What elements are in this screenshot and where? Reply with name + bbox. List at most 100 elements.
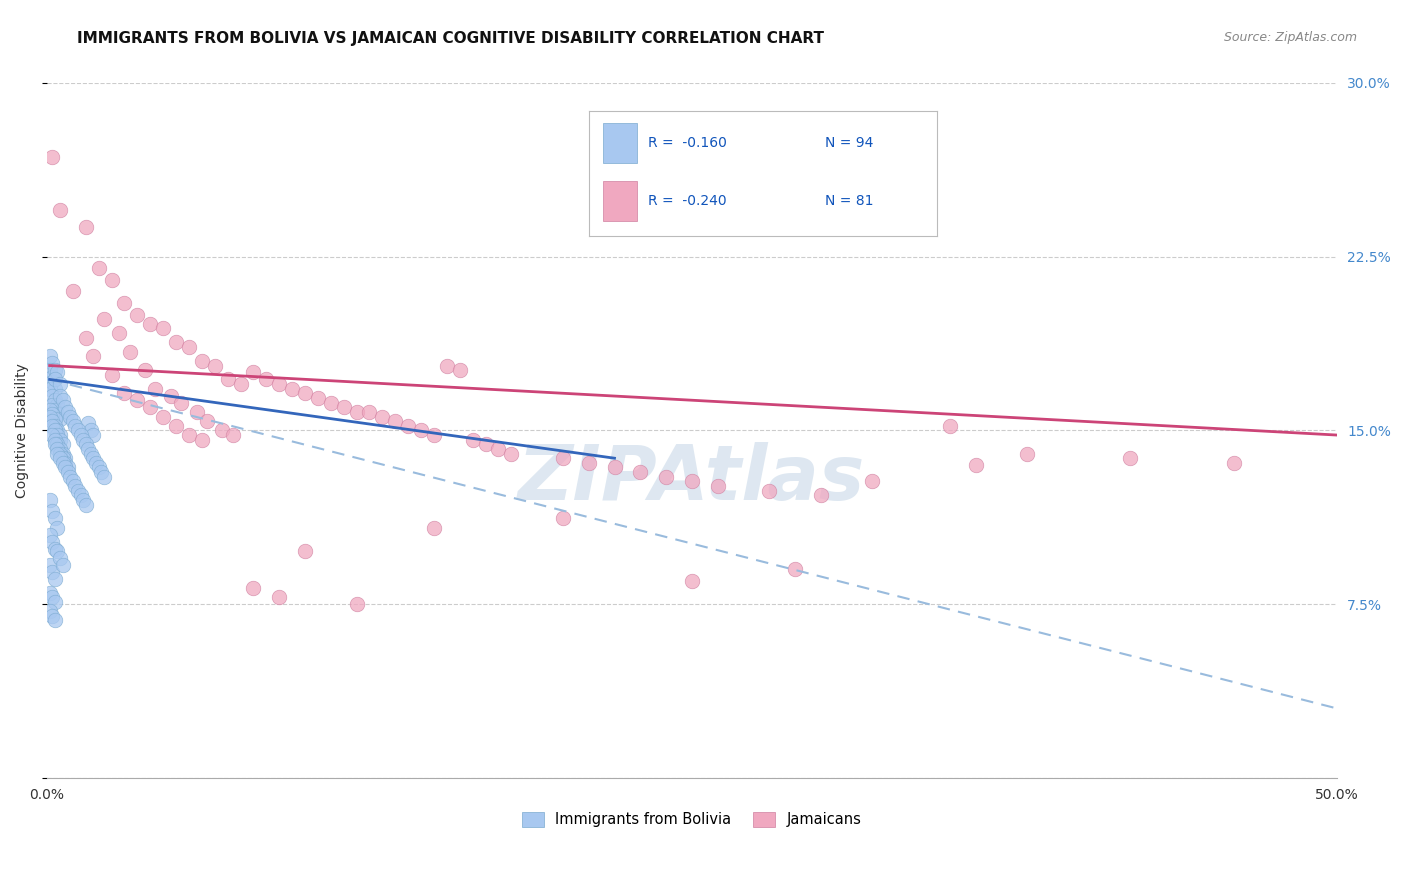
Point <box>46 366 69 380</box>
Point <box>603 460 626 475</box>
Point <box>1119 451 1142 466</box>
Point <box>80 446 103 460</box>
Point <box>41 565 63 579</box>
Point <box>423 521 446 535</box>
Point <box>51 437 73 451</box>
Point <box>65 479 87 493</box>
Point <box>217 372 239 386</box>
Point <box>75 437 97 451</box>
Point <box>186 405 208 419</box>
Point <box>51 456 73 470</box>
Legend: Immigrants from Bolivia, Jamaicans: Immigrants from Bolivia, Jamaicans <box>516 806 868 833</box>
Point <box>211 424 233 438</box>
Point <box>49 451 72 466</box>
Point <box>423 428 446 442</box>
Point <box>41 370 63 384</box>
Point <box>44 363 66 377</box>
Point <box>269 377 291 392</box>
Point <box>346 405 368 419</box>
Point <box>44 433 66 447</box>
Point <box>69 488 91 502</box>
Point <box>75 498 97 512</box>
Point <box>436 359 458 373</box>
Point <box>409 424 432 438</box>
Point <box>152 409 174 424</box>
Point <box>41 504 63 518</box>
Point <box>254 372 277 386</box>
Point <box>681 475 703 489</box>
Point <box>75 331 97 345</box>
Point <box>242 581 264 595</box>
Point <box>41 375 63 389</box>
Point <box>87 261 110 276</box>
Point <box>49 203 72 218</box>
Point <box>269 590 291 604</box>
Point <box>77 442 100 456</box>
Point <box>49 377 72 392</box>
Point <box>41 534 63 549</box>
Point <box>66 424 89 438</box>
Point <box>59 409 82 424</box>
Point <box>80 424 103 438</box>
Point <box>56 405 79 419</box>
Point <box>41 398 63 412</box>
Point <box>44 418 66 433</box>
Point <box>44 437 66 451</box>
Point <box>706 479 728 493</box>
Point <box>1017 446 1039 460</box>
Point <box>44 393 66 408</box>
Point <box>191 354 214 368</box>
Point <box>41 356 63 370</box>
Point <box>965 458 987 472</box>
Point <box>46 442 69 456</box>
Point <box>41 389 63 403</box>
Point <box>41 608 63 623</box>
Point <box>44 412 66 426</box>
Point <box>62 414 84 428</box>
Point <box>449 363 471 377</box>
Point <box>294 386 316 401</box>
Point <box>41 414 63 428</box>
Point <box>62 475 84 489</box>
Point <box>44 613 66 627</box>
Point <box>38 409 60 424</box>
Point <box>77 417 100 431</box>
Y-axis label: Cognitive Disability: Cognitive Disability <box>15 363 30 498</box>
Point <box>810 488 832 502</box>
Point <box>49 428 72 442</box>
Point <box>59 469 82 483</box>
Point <box>44 382 66 396</box>
Point <box>82 428 104 442</box>
Point <box>49 446 72 460</box>
Point <box>655 469 678 483</box>
Point <box>53 460 76 475</box>
Point <box>191 433 214 447</box>
Point <box>72 492 94 507</box>
Point <box>294 544 316 558</box>
Point <box>551 511 574 525</box>
Point <box>41 590 63 604</box>
Point <box>53 401 76 415</box>
Point <box>100 368 122 382</box>
Point <box>38 402 60 417</box>
Point <box>46 544 69 558</box>
Point <box>44 595 66 609</box>
Point <box>242 366 264 380</box>
Point <box>939 418 962 433</box>
Point <box>461 433 484 447</box>
Point <box>46 424 69 438</box>
Point <box>82 349 104 363</box>
Point <box>139 401 162 415</box>
Text: IMMIGRANTS FROM BOLIVIA VS JAMAICAN COGNITIVE DISABILITY CORRELATION CHART: IMMIGRANTS FROM BOLIVIA VS JAMAICAN COGN… <box>77 31 824 46</box>
Point <box>72 433 94 447</box>
Point <box>578 456 600 470</box>
Point <box>41 418 63 433</box>
Point <box>53 451 76 466</box>
Point <box>49 433 72 447</box>
Point <box>134 363 156 377</box>
Text: Source: ZipAtlas.com: Source: ZipAtlas.com <box>1223 31 1357 45</box>
Point <box>49 412 72 426</box>
Point <box>38 363 60 377</box>
Point <box>56 460 79 475</box>
Point <box>488 442 510 456</box>
